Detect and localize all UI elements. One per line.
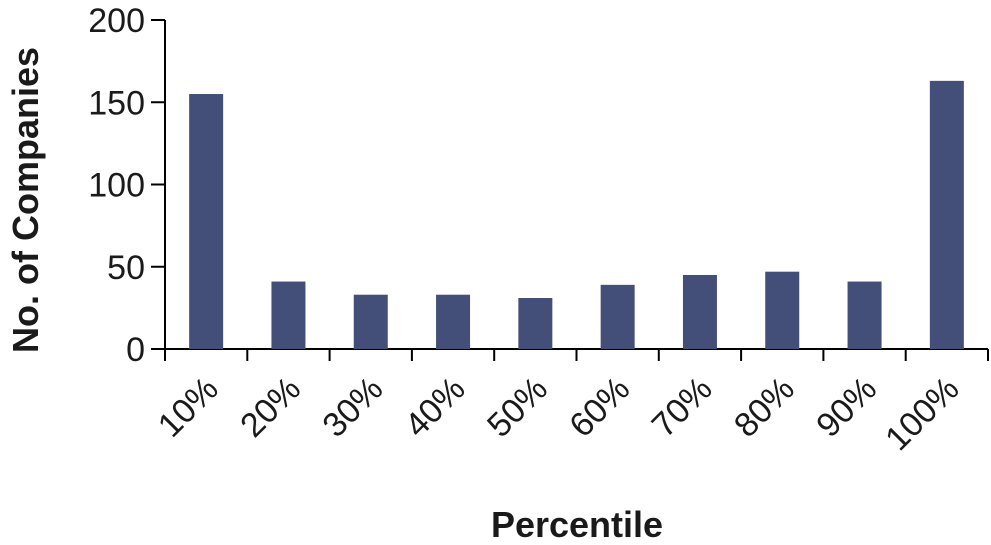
bar <box>765 271 800 349</box>
x-axis-title: Percentile <box>491 504 663 545</box>
bar-series <box>189 80 964 350</box>
x-tick-label: 10% <box>151 370 226 445</box>
x-tick-label: 80% <box>727 370 802 445</box>
x-tick-label: 40% <box>398 370 473 445</box>
bar <box>682 274 717 349</box>
x-tick-label: 90% <box>809 370 884 445</box>
y-axis: 0 50 100 150 200 <box>88 2 166 369</box>
bar <box>271 281 306 349</box>
y-tick-label: 100 <box>88 167 145 205</box>
x-tick-label: 20% <box>233 370 308 445</box>
bar <box>518 298 553 349</box>
x-tick-label: 60% <box>562 370 637 445</box>
bar <box>600 284 635 349</box>
y-tick-label: 0 <box>126 331 145 369</box>
bar <box>189 94 224 350</box>
y-tick-label: 150 <box>88 84 145 122</box>
x-axis: 10% 20% 30% 40% 50% 60% 70% 80% 90%100% <box>151 348 989 458</box>
bar <box>929 80 964 350</box>
y-tick-label: 50 <box>107 249 145 287</box>
x-tick-label: 30% <box>315 370 390 445</box>
y-axis-title: No. of Companies <box>5 47 46 353</box>
x-tick-label: 70% <box>645 370 720 445</box>
x-tick-label: 100% <box>878 370 966 458</box>
bar <box>847 281 882 349</box>
x-tick-label: 50% <box>480 370 555 445</box>
y-tick-label: 200 <box>88 2 145 40</box>
bar <box>436 294 471 349</box>
bar <box>353 294 388 349</box>
